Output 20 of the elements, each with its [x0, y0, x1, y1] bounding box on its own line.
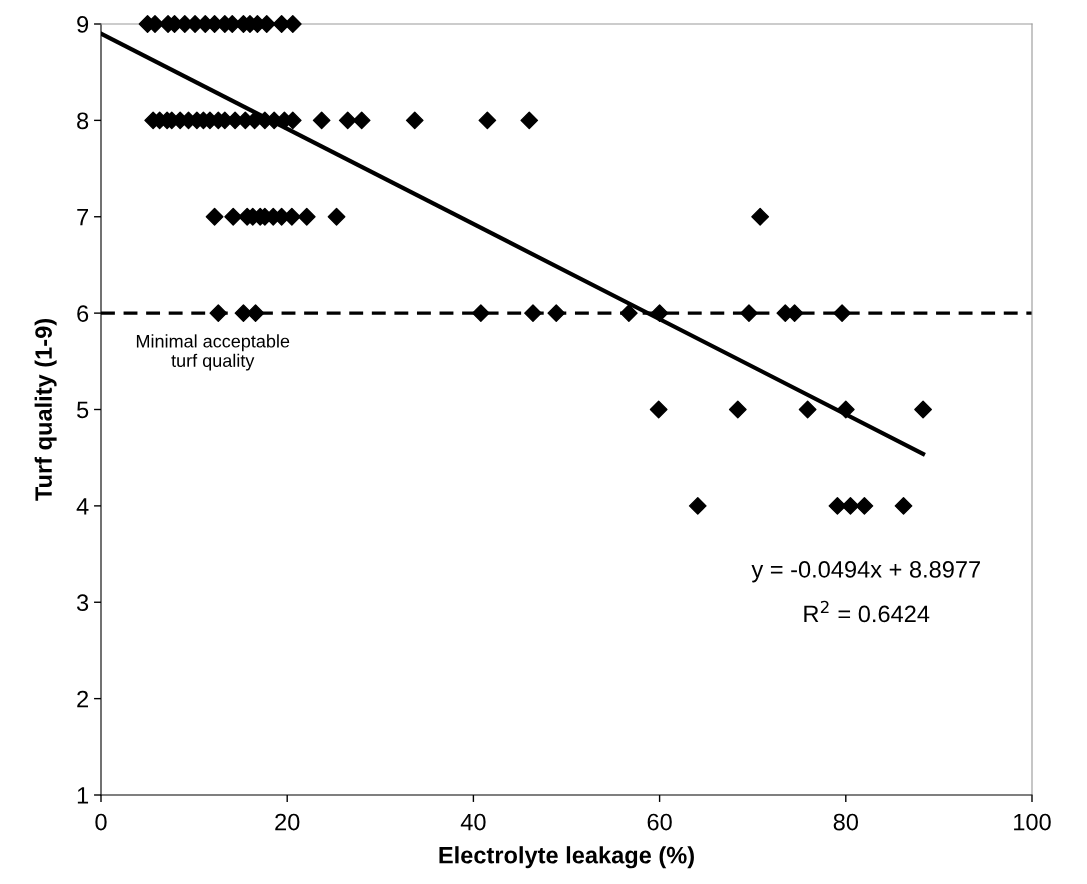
y-axis-title: Turf quality (1-9)	[34, 319, 57, 501]
annotation: R$^{2}$ = 0.6424	[804, 600, 930, 623]
y-tick-label: 6	[77, 305, 89, 322]
y-tick-label: 7	[77, 209, 89, 226]
x-axis-title: Electrolyte leakage (%)	[439, 846, 694, 869]
x-tick-label: 20	[275, 813, 300, 831]
y-tick-label: 8	[77, 112, 89, 130]
y-tick-label: 1	[77, 787, 89, 804]
x-tick-label: 100	[1014, 813, 1051, 831]
x-tick-label: 40	[460, 813, 486, 831]
y-tick-label: 5	[77, 401, 89, 419]
x-tick-label: 80	[833, 813, 859, 831]
y-tick-label: 3	[76, 594, 89, 612]
annotation: y = -0.0494x + 8.8977	[751, 561, 980, 583]
x-tick-label: 60	[647, 813, 672, 831]
y-tick-label: 2	[77, 690, 89, 708]
y-tick-label: 4	[76, 498, 89, 515]
x-tick-label: 0	[95, 813, 107, 831]
ref-line-label: Minimal acceptable turf quality	[136, 334, 290, 371]
y-tick-label: 9	[77, 16, 89, 33]
